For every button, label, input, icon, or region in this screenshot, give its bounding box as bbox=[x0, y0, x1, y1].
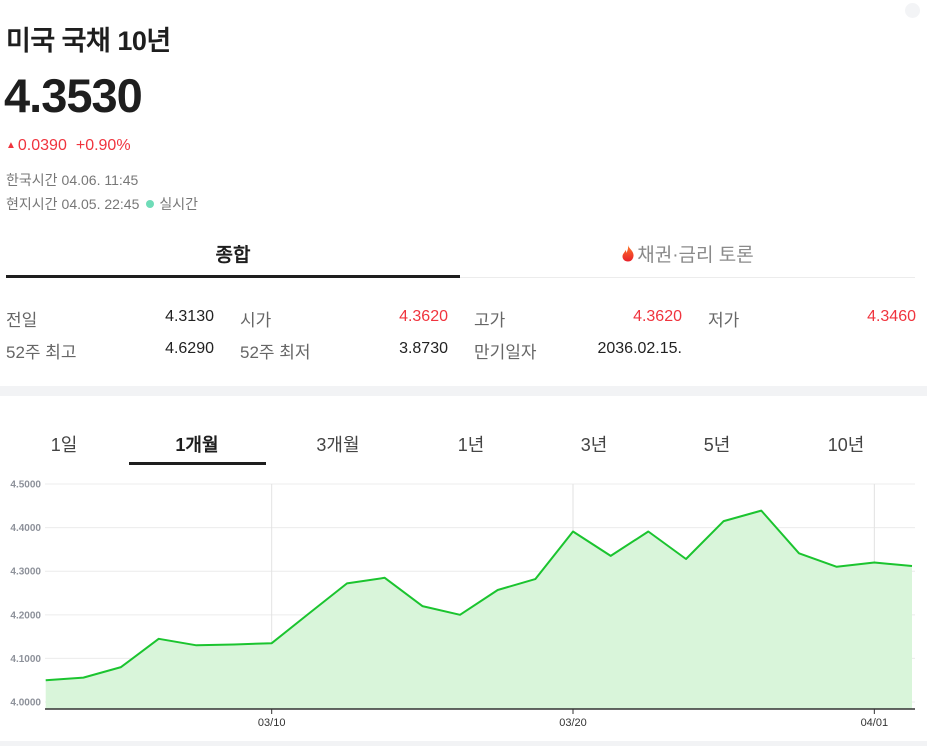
local-time-label: 현지시간 bbox=[6, 196, 58, 212]
prev-close-value: 4.3130 bbox=[165, 308, 214, 325]
low-value: 4.3460 bbox=[867, 308, 916, 325]
korea-time-value: 04.06. 11:45 bbox=[61, 172, 139, 188]
x-tick-label: 03/10 bbox=[258, 717, 286, 729]
y-tick-label: 4.3000 bbox=[10, 567, 41, 578]
corner-button[interactable] bbox=[905, 3, 920, 18]
y-tick-label: 4.4000 bbox=[10, 523, 41, 534]
active-tab-indicator bbox=[6, 275, 460, 278]
maturity-value: 2036.02.15. bbox=[597, 340, 682, 357]
chart-area-fill bbox=[45, 510, 912, 709]
bottom-divider bbox=[0, 741, 927, 746]
korea-time-label: 한국시간 bbox=[6, 172, 58, 188]
52w-high-label: 52주 최고 bbox=[6, 343, 77, 362]
tab-summary[interactable]: 종합 bbox=[215, 245, 251, 266]
high-value: 4.3620 bbox=[633, 308, 682, 325]
period-tab-3m[interactable]: 3개월 bbox=[316, 435, 360, 455]
korea-time: 한국시간 04.06. 11:45 bbox=[6, 170, 138, 190]
y-axis-labels: 4.0000 4.1000 4.2000 4.3000 4.4000 4.5000 bbox=[10, 480, 41, 709]
maturity-label: 만기일자 bbox=[474, 343, 537, 362]
tab-discussion[interactable]: 채권·금리 토론 bbox=[460, 240, 915, 266]
y-tick-label: 4.0000 bbox=[10, 698, 41, 709]
tab-divider bbox=[460, 277, 915, 278]
high-label: 고가 bbox=[474, 311, 506, 330]
page-title: 미국 국채 10년 bbox=[6, 26, 171, 56]
x-tick-label: 03/20 bbox=[559, 717, 587, 729]
52w-low-value: 3.8730 bbox=[399, 340, 448, 357]
period-tab-1m[interactable]: 1개월 bbox=[175, 435, 219, 455]
change-value: 0.0390 bbox=[17, 137, 67, 154]
prev-close-label: 전일 bbox=[6, 311, 38, 330]
change-percent: +0.90% bbox=[75, 137, 131, 154]
chart-line bbox=[45, 509, 913, 682]
local-time-value: 04.05. 22:45 bbox=[61, 196, 140, 212]
section-divider bbox=[0, 386, 927, 396]
realtime-label: 실시간 bbox=[159, 196, 199, 212]
y-tick-label: 4.5000 bbox=[10, 480, 41, 491]
open-value: 4.3620 bbox=[399, 308, 448, 325]
open-label: 시가 bbox=[240, 311, 272, 330]
live-dot-icon bbox=[146, 200, 155, 208]
x-tick-label: 04/01 bbox=[861, 717, 889, 729]
up-arrow-icon: ▲ bbox=[6, 139, 16, 151]
period-tab-1d[interactable]: 1일 bbox=[50, 435, 78, 455]
y-tick-label: 4.2000 bbox=[10, 610, 41, 621]
flame-icon bbox=[622, 245, 634, 262]
period-tab-1y[interactable]: 1년 bbox=[457, 435, 485, 455]
y-tick-label: 4.1000 bbox=[10, 654, 41, 665]
period-tab-3y[interactable]: 3년 bbox=[580, 435, 608, 455]
52w-low-label: 52주 최저 bbox=[240, 343, 311, 362]
price-change: ▲ 0.0390 +0.90% bbox=[6, 137, 131, 155]
52w-high-value: 4.6290 bbox=[165, 340, 214, 357]
current-price: 4.3530 bbox=[4, 69, 143, 122]
local-time: 현지시간 04.05. 22:45 실시간 bbox=[6, 194, 198, 214]
active-period-indicator bbox=[129, 462, 266, 465]
period-tab-5y[interactable]: 5년 bbox=[703, 435, 731, 455]
low-label: 저가 bbox=[708, 311, 740, 330]
x-axis-labels: 03/10 03/20 04/01 bbox=[258, 717, 888, 729]
period-tab-10y[interactable]: 10년 bbox=[827, 435, 865, 455]
tab-discussion-label: 채권·금리 토론 bbox=[637, 244, 754, 266]
